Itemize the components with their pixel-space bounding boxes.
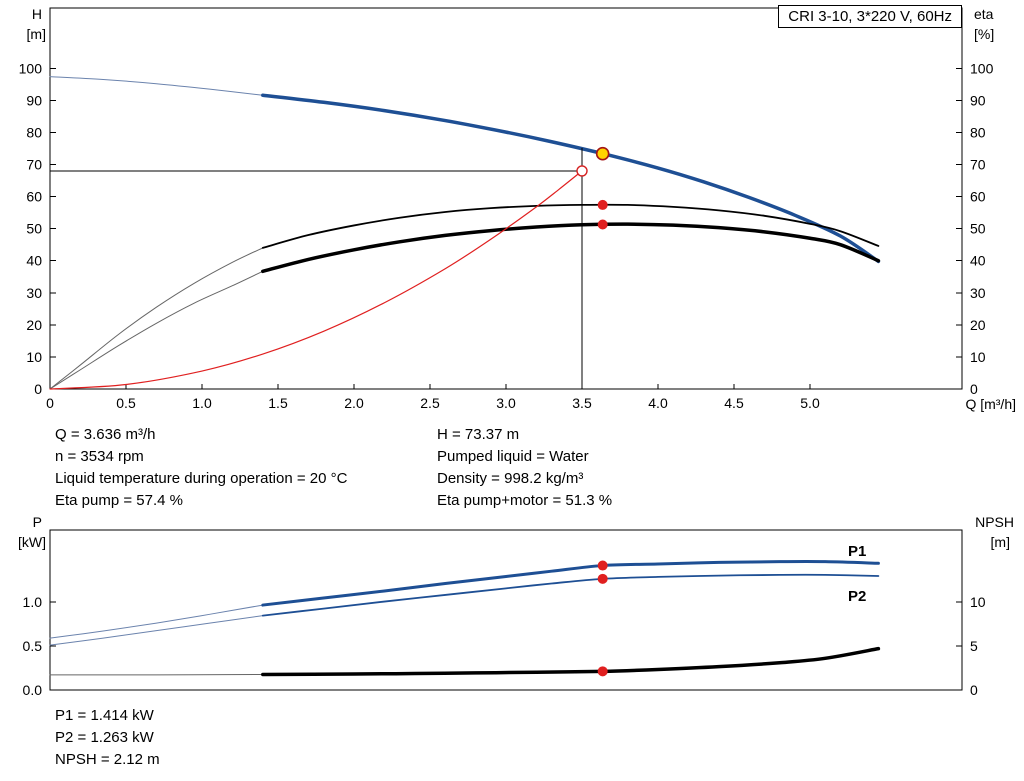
duty-info-left-column: Q = 3.636 m³/h n = 3534 rpm Liquid tempe…: [55, 424, 347, 512]
x-tick-label: 3.0: [496, 395, 516, 411]
head-value-text: H = 73.37 m: [437, 426, 520, 443]
eta-pump-motor-curve: [261, 222, 881, 274]
yl-tick-label: 100: [19, 60, 43, 76]
x-tick-label: 0: [46, 395, 54, 411]
axis-label-qmh: Q [m³/h]: [965, 396, 1016, 412]
eta-pump-motor-curve-thin: [49, 270, 264, 390]
x-tick-label: 2.0: [344, 395, 364, 411]
npsh-value-text: NPSH = 2.12 m: [55, 751, 160, 768]
yl-tick-label: 0: [34, 381, 42, 397]
yl-tick-label: 30: [26, 285, 42, 301]
axis-label-kw: [kW]: [18, 534, 46, 550]
yl-tick-label: 0.5: [23, 638, 43, 654]
pump-model-badge: CRI 3-10, 3*220 V, 60Hz: [778, 5, 962, 28]
yl-tick-label: 20: [26, 317, 42, 333]
curve-label-p2: P2: [848, 588, 866, 605]
yr-tick-label: 80: [970, 124, 986, 140]
hq-curve: [261, 93, 881, 264]
yl-tick-label: 1.0: [23, 594, 43, 610]
eta-pump-text: Eta pump = 57.4 %: [55, 492, 183, 509]
p1-point: [597, 560, 608, 571]
x-tick-label: 0.5: [116, 395, 136, 411]
duty-info-right-column: H = 73.37 m Pumped liquid = Water Densit…: [437, 424, 612, 512]
yr-tick-label: 50: [970, 221, 986, 237]
x-tick-label: 4.0: [648, 395, 668, 411]
yl-tick-label: 70: [26, 157, 42, 173]
yr-tick-label: 0: [970, 682, 978, 698]
yr-tick-label: 10: [970, 349, 986, 365]
eta-pump-curve-thin: [49, 247, 264, 390]
qh-eta-chart-frame: [49, 7, 963, 390]
yl-tick-label: 10: [26, 349, 42, 365]
pumped-liquid-text: Pumped liquid = Water: [437, 448, 589, 465]
yl-tick-label: 50: [26, 221, 42, 237]
axis-label-m: [m]: [27, 26, 46, 42]
x-tick-label: 1.5: [268, 395, 288, 411]
axis-label-p: P: [33, 514, 42, 530]
axis-label-npsh: NPSH: [975, 514, 1014, 530]
power-info-column: P1 = 1.414 kW P2 = 1.263 kW NPSH = 2.12 …: [55, 705, 160, 771]
npsh-point: [597, 666, 608, 677]
x-tick-label: 2.5: [420, 395, 440, 411]
yr-tick-label: 20: [970, 317, 986, 333]
axis-label-m: [m]: [991, 534, 1010, 550]
p2-curve: [261, 573, 880, 617]
system-curve: [49, 170, 583, 390]
yr-tick-label: 60: [970, 189, 986, 205]
yr-tick-label: 0: [970, 381, 978, 397]
p1-curve-thin: [49, 604, 264, 639]
axis-label-eta: eta: [974, 6, 994, 22]
density-text: Density = 998.2 kg/m³: [437, 470, 584, 487]
yl-tick-label: 90: [26, 92, 42, 108]
p1-value-text: P1 = 1.414 kW: [55, 707, 154, 724]
hq-curve-thin: [49, 76, 264, 96]
yr-tick-label: 70: [970, 157, 986, 173]
power-npsh-chart-frame: [49, 529, 963, 691]
flow-value-text: Q = 3.636 m³/h: [55, 426, 156, 443]
axis-label-: [%]: [974, 26, 994, 42]
p2-curve-thin: [49, 615, 264, 646]
speed-value-text: n = 3534 rpm: [55, 448, 144, 465]
eta-pump-motor-text: Eta pump+motor = 51.3 %: [437, 492, 613, 509]
yr-tick-label: 10: [970, 594, 986, 610]
p2-value-text: P2 = 1.263 kW: [55, 729, 154, 746]
x-tick-label: 4.5: [724, 395, 744, 411]
yl-tick-label: 0.0: [23, 682, 43, 698]
eta-pump-point: [597, 199, 608, 210]
yr-tick-label: 90: [970, 92, 986, 108]
axis-label-h: H: [32, 6, 42, 22]
requested-duty-point: [576, 165, 588, 177]
yr-tick-label: 40: [970, 253, 986, 269]
yr-tick-label: 100: [970, 60, 994, 76]
actual-duty-point: [595, 146, 610, 161]
yl-tick-label: 60: [26, 189, 42, 205]
eta-pump-motor-point: [597, 219, 608, 230]
npsh-curve: [261, 646, 881, 677]
yl-tick-label: 40: [26, 253, 42, 269]
yl-tick-label: 80: [26, 124, 42, 140]
x-tick-label: 3.5: [572, 395, 592, 411]
p2-point: [597, 573, 608, 584]
yr-tick-label: 30: [970, 285, 986, 301]
liquid-temperature-text: Liquid temperature during operation = 20…: [55, 470, 348, 487]
x-tick-label: 1.0: [192, 395, 212, 411]
yr-tick-label: 5: [970, 638, 978, 654]
x-tick-label: 5.0: [800, 395, 820, 411]
curve-label-p1: P1: [848, 543, 866, 560]
p1-curve: [261, 560, 880, 607]
